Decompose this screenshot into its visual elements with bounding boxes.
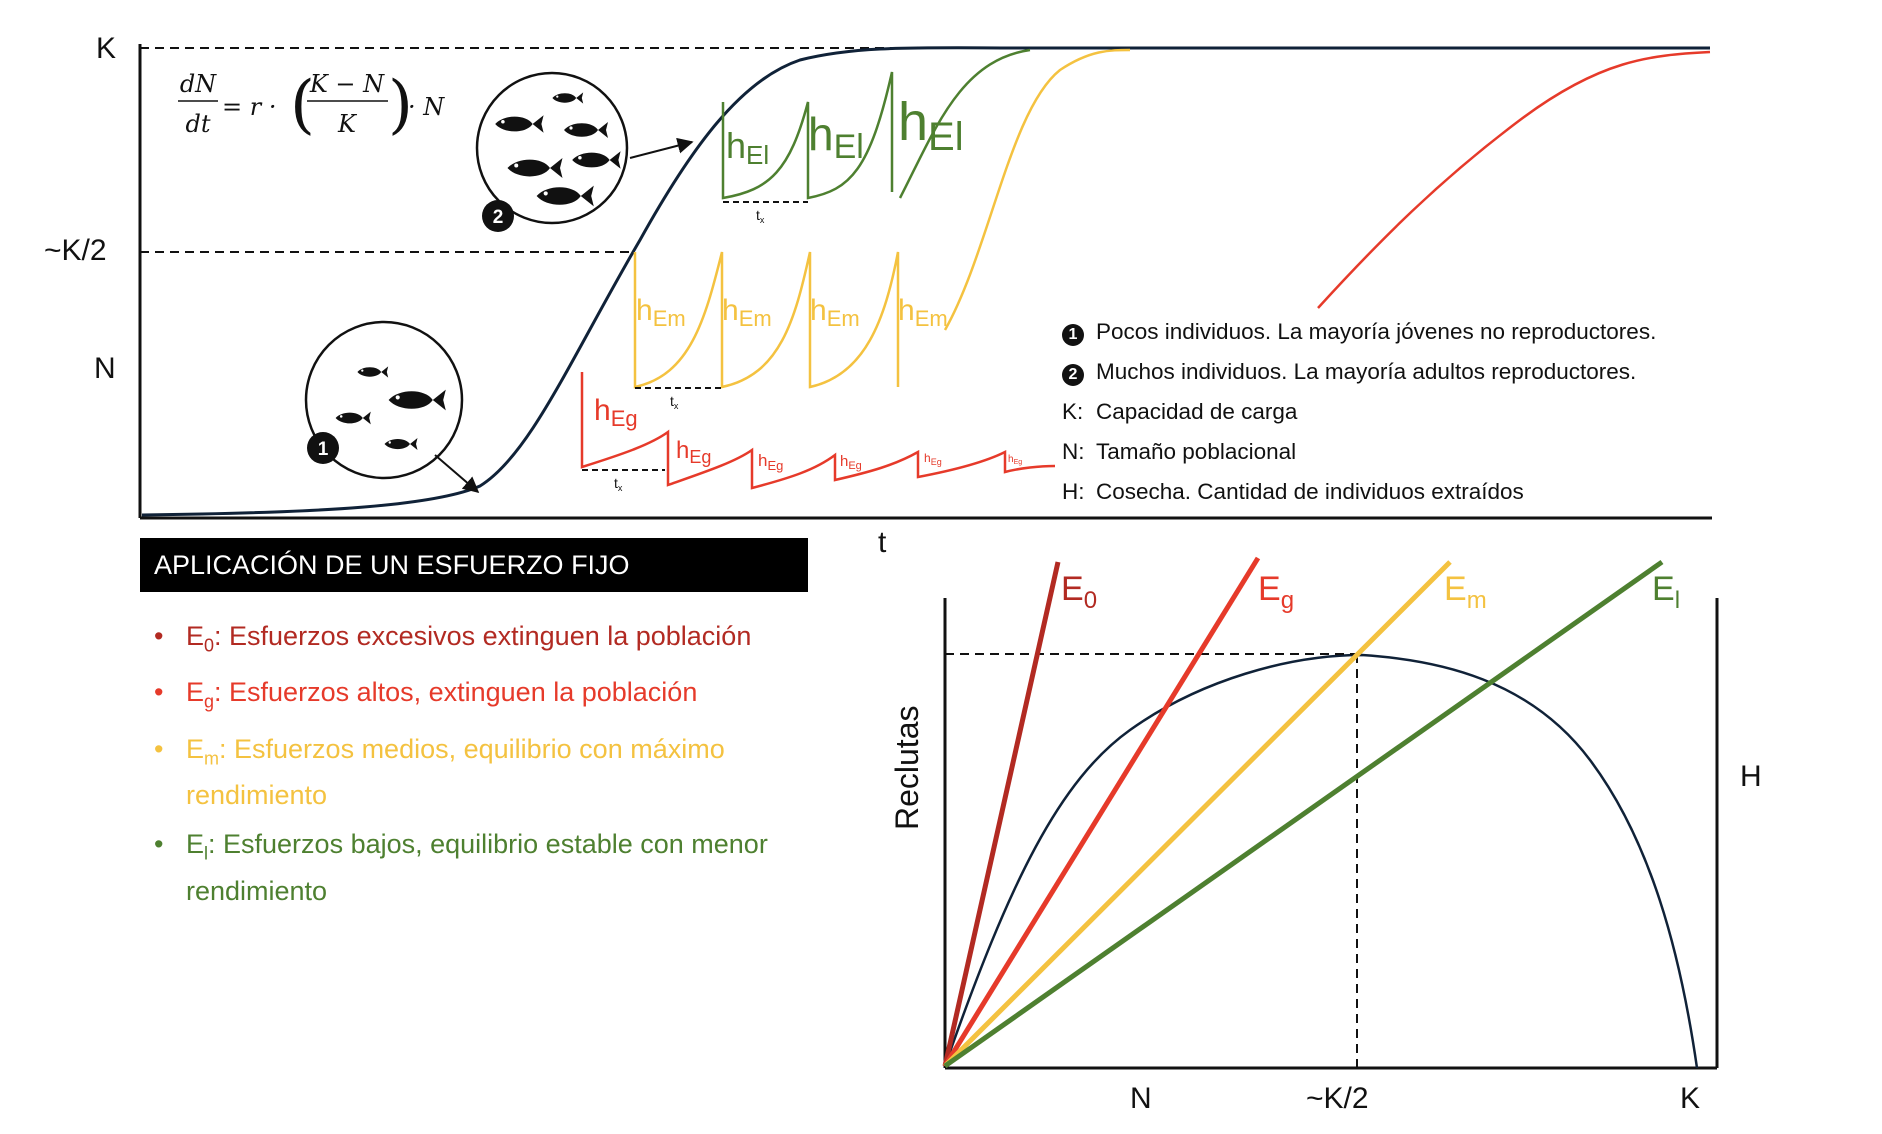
line-label-e0: E0	[1061, 570, 1097, 614]
line-label-eg: Eg	[1258, 570, 1294, 614]
legend-item: 2 Muchos individuos. La mayoría adultos …	[1062, 352, 1656, 392]
em-recovery-curve	[943, 48, 1131, 331]
harvest-label-em-3: hEm	[810, 294, 860, 331]
legend-key: K:	[1062, 399, 1084, 424]
effort-e0-line	[942, 561, 1061, 1067]
legend-item: K: Capacidad de carga	[1062, 392, 1656, 432]
bottom-right-label: H	[1740, 760, 1762, 793]
effort-eg-line	[942, 556, 1261, 1068]
bottom-chart: E0 Eg Em El Reclutas	[889, 556, 1719, 1070]
eg-recovery-curve	[1317, 50, 1711, 309]
line-label-el: El	[1652, 570, 1680, 614]
svg-text:dt: dt	[185, 110, 210, 138]
legend-key: H:	[1062, 479, 1085, 504]
harvest-label-el-3: hEl	[898, 92, 964, 159]
legend-text: Pocos individuos. La mayoría jóvenes no …	[1096, 319, 1657, 344]
bullet-el: • El: Esfuerzos bajos, equilibrio estable…	[154, 829, 768, 906]
legend-text: Tamaño poblacional	[1096, 439, 1297, 464]
arrow-icon	[629, 137, 694, 159]
number-badge-icon: 1	[1062, 324, 1084, 346]
y-tick-k: K	[96, 32, 117, 65]
legend-text: Cosecha. Cantidad de individuos extraído…	[1096, 479, 1524, 504]
harvest-label-em-4: hEm	[898, 294, 948, 331]
arrow-icon	[434, 454, 480, 494]
number-badge-icon: 2	[482, 200, 514, 232]
effort-bullet-list: • E0: Esfuerzos excesivos extinguen la po…	[150, 618, 850, 920]
svg-text:): )	[388, 68, 413, 142]
badge-1-label: 1	[318, 439, 329, 460]
recruitment-curve	[943, 653, 1699, 1069]
svg-text:K: K	[337, 110, 358, 138]
y-tick-n: N	[94, 352, 116, 385]
legend-item: H: Cosecha. Cantidad de individuos extra…	[1062, 472, 1656, 512]
bottom-y-label: Reclutas	[889, 706, 925, 831]
effort-em-line	[943, 560, 1452, 1068]
section-banner: APLICACIÓN DE UN ESFUERZO FIJO	[140, 538, 808, 592]
population-curve	[141, 46, 1710, 517]
el-harvest-sawtooth	[721, 71, 894, 200]
harvest-label-eg-4: hEg	[840, 453, 862, 472]
adult-population-circle	[475, 71, 694, 225]
bullet-e0: • E0: Esfuerzos excesivos extinguen la po…	[154, 621, 752, 656]
top-plot: 1 2 hEl hEl hEl hEm hEm hEm hEm hEg hEg …	[138, 44, 1712, 520]
legend-item: 1 Pocos individuos. La mayoría jóvenes n…	[1062, 312, 1656, 352]
young-population-circle	[304, 320, 480, 494]
bottom-x-tick-half-k: ~K/2	[1306, 1082, 1369, 1115]
harvest-label-em-1: hEm	[636, 294, 686, 331]
harvest-label-eg-6: hEg	[1008, 454, 1022, 466]
em-harvest-sawtooth	[633, 251, 900, 389]
harvest-label-el-2: hEl	[808, 108, 864, 166]
number-badge-icon: 1	[307, 432, 339, 464]
harvest-label-eg-3: hEg	[758, 451, 783, 473]
harvest-label-em-2: hEm	[722, 294, 772, 331]
svg-text:dN: dN	[180, 70, 217, 98]
legend-key: N:	[1062, 439, 1085, 464]
legend-item: N: Tamaño poblacional	[1062, 432, 1656, 472]
interval-label-eg: tx	[614, 475, 623, 493]
legend-text: Muchos individuos. La mayoría adultos re…	[1096, 359, 1637, 384]
el-recovery-curve	[898, 48, 1031, 199]
number-badge-icon: 2	[1062, 364, 1084, 386]
svg-text:K − N: K − N	[309, 70, 385, 98]
harvest-label-eg-2: hEg	[676, 437, 711, 467]
interval-label-em: tx	[670, 393, 679, 411]
bottom-x-tick-k: K	[1680, 1082, 1701, 1115]
top-x-label: t	[878, 526, 887, 559]
eg-harvest-sawtooth	[580, 372, 1056, 490]
bullet-em: • Em: Esfuerzos medios, equilibrio con má…	[154, 733, 725, 811]
line-label-em: Em	[1444, 570, 1487, 614]
effort-el-line	[943, 559, 1664, 1069]
logistic-equation: dN dt = r · ( K − N K ) · N	[178, 68, 445, 142]
svg-text:= r ·: = r ·	[222, 93, 276, 121]
legend: 1 Pocos individuos. La mayoría jóvenes n…	[1062, 312, 1656, 512]
svg-text:(: (	[290, 68, 315, 142]
legend-text: Capacidad de carga	[1096, 399, 1298, 424]
bottom-x-tick-n: N	[1130, 1082, 1152, 1115]
badge-2-label: 2	[493, 207, 504, 228]
bullet-eg: • Eg: Esfuerzos altos, extinguen la pobla…	[154, 677, 698, 712]
harvest-label-eg-5: hEg	[924, 451, 942, 467]
harvest-label-el-1: hEl	[726, 125, 769, 170]
interval-label-el: tx	[756, 207, 765, 225]
y-tick-half-k: ~K/2	[44, 234, 107, 267]
svg-text:· N: · N	[408, 93, 445, 121]
harvest-label-eg-1: hEg	[594, 394, 638, 431]
